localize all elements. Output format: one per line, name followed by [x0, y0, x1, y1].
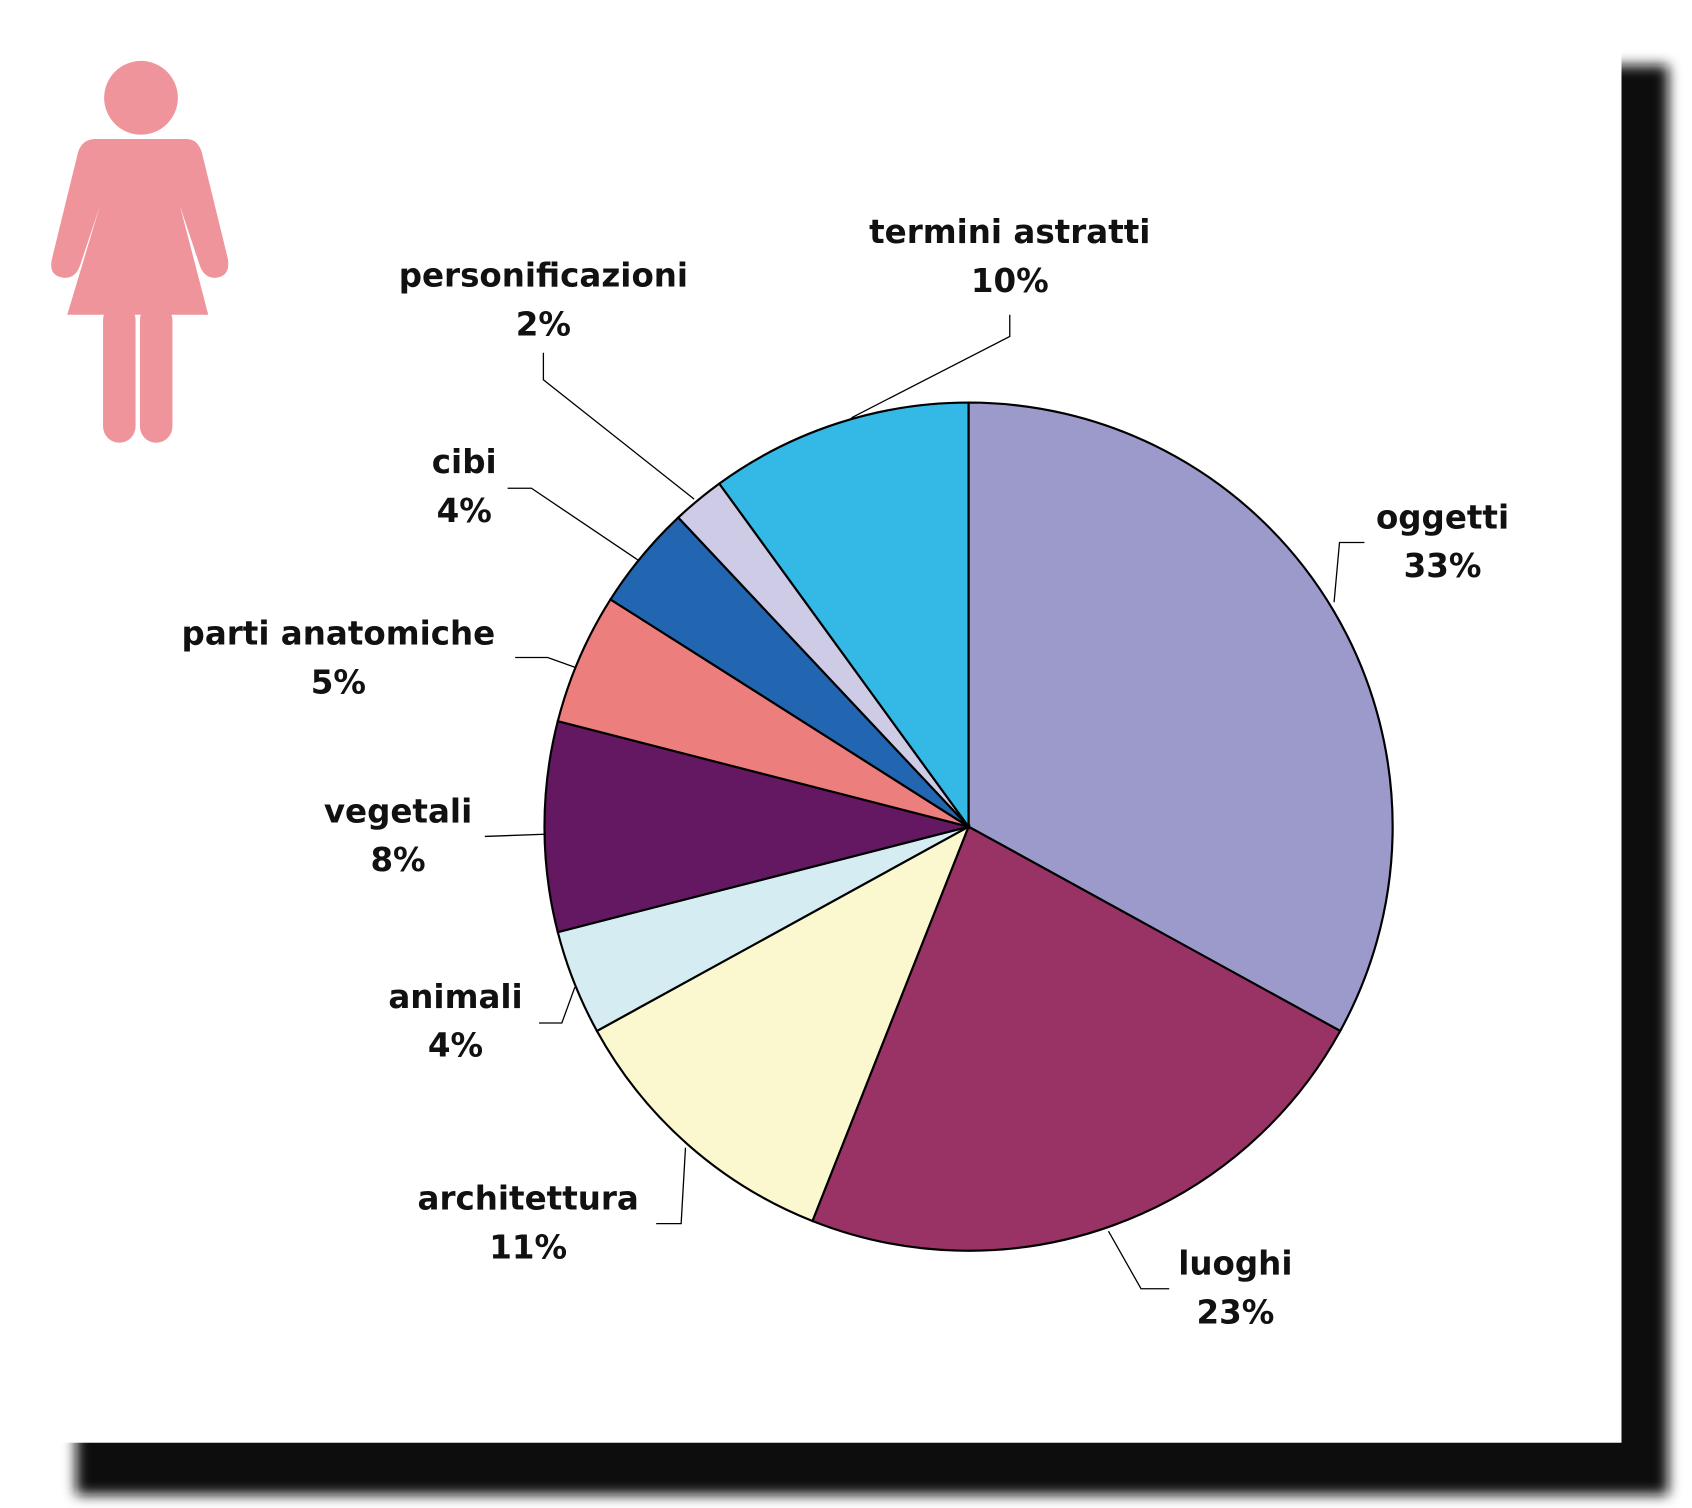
slice-oggetti: [967, 401, 1394, 1033]
slice-label: vegetali: [324, 792, 472, 830]
slice-label: termini astratti: [869, 213, 1150, 251]
slice-value-label: 5%: [311, 663, 366, 701]
slice-value-label: 2%: [516, 305, 571, 343]
slice-label: personificazioni: [399, 257, 688, 295]
pie-slices: [543, 401, 1394, 1252]
slice-value-label: 4%: [437, 492, 492, 530]
slice-labels: oggetti 33% luoghi 23% architettura 11% animal…: [182, 213, 1510, 1331]
slice-label: animali: [388, 978, 522, 1016]
leader-lines: [484, 314, 1365, 1290]
slice-termini-astratti: [717, 401, 970, 831]
slice-value-label: 23%: [1196, 1293, 1274, 1331]
leader-line: [484, 833, 545, 838]
slice-label: architettura: [418, 1180, 639, 1218]
woman-icon: [51, 60, 229, 443]
leader-line: [507, 487, 639, 561]
slice-label: luoghi: [1178, 1245, 1292, 1283]
leader-line: [1107, 1230, 1170, 1290]
leader-line: [539, 986, 576, 1024]
slice-luoghi: [811, 825, 1342, 1252]
slice-value-label: 8%: [370, 841, 425, 879]
leader-line: [515, 656, 576, 668]
slice-label: oggetti: [1376, 498, 1509, 536]
slice-value-label: 4%: [428, 1027, 483, 1065]
leader-line: [1333, 541, 1365, 603]
leader-line: [656, 1147, 687, 1225]
slice-vegetali: [543, 719, 969, 934]
slice-architettura: [595, 824, 971, 1223]
slice-label: cibi: [432, 443, 497, 481]
slice-value-label: 33%: [1404, 547, 1482, 585]
leader-line: [542, 352, 695, 500]
slice-label: parti anatomiche: [182, 614, 496, 652]
slice-value-label: 10%: [971, 262, 1049, 300]
slice-value-label: 11%: [489, 1228, 567, 1266]
leader-line: [851, 314, 1011, 419]
